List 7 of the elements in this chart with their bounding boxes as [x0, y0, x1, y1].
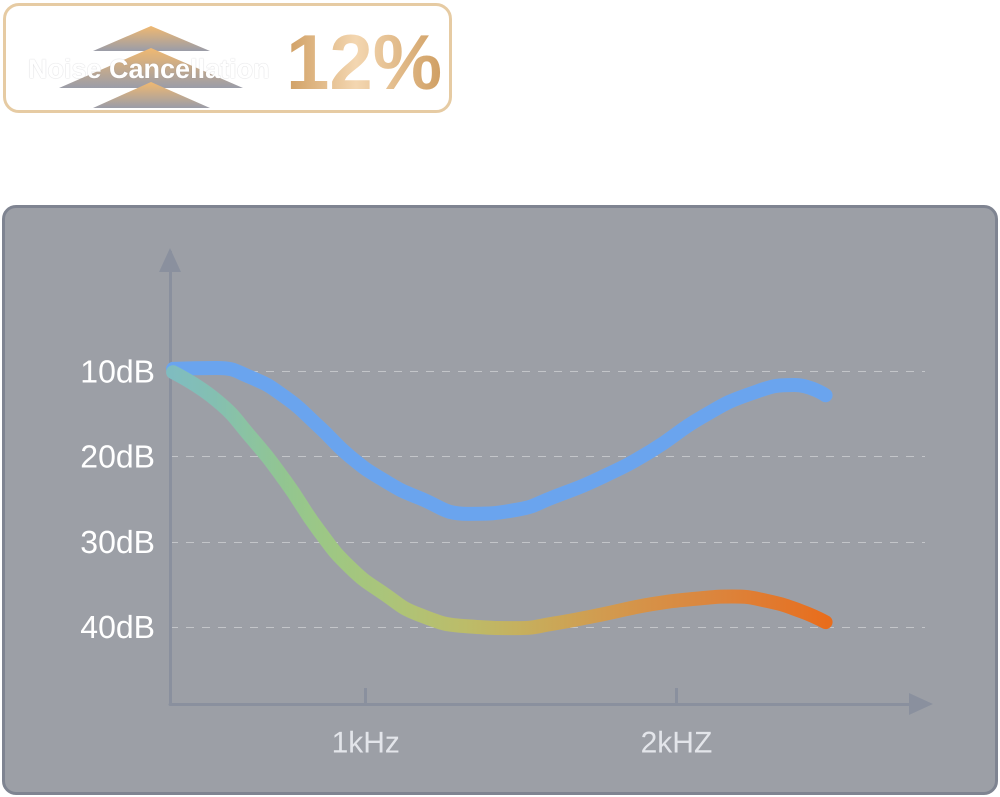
y-tick-label: 20dB: [80, 438, 155, 475]
y-tick-label: 30dB: [80, 524, 155, 560]
text: 12%: [286, 18, 442, 106]
y-tick-label: 10dB: [80, 353, 155, 390]
y-tick-label: 40dB: [80, 609, 155, 646]
x-tick-label: 1kHz: [332, 726, 400, 760]
x-tick-label: 2kHZ: [640, 726, 712, 760]
